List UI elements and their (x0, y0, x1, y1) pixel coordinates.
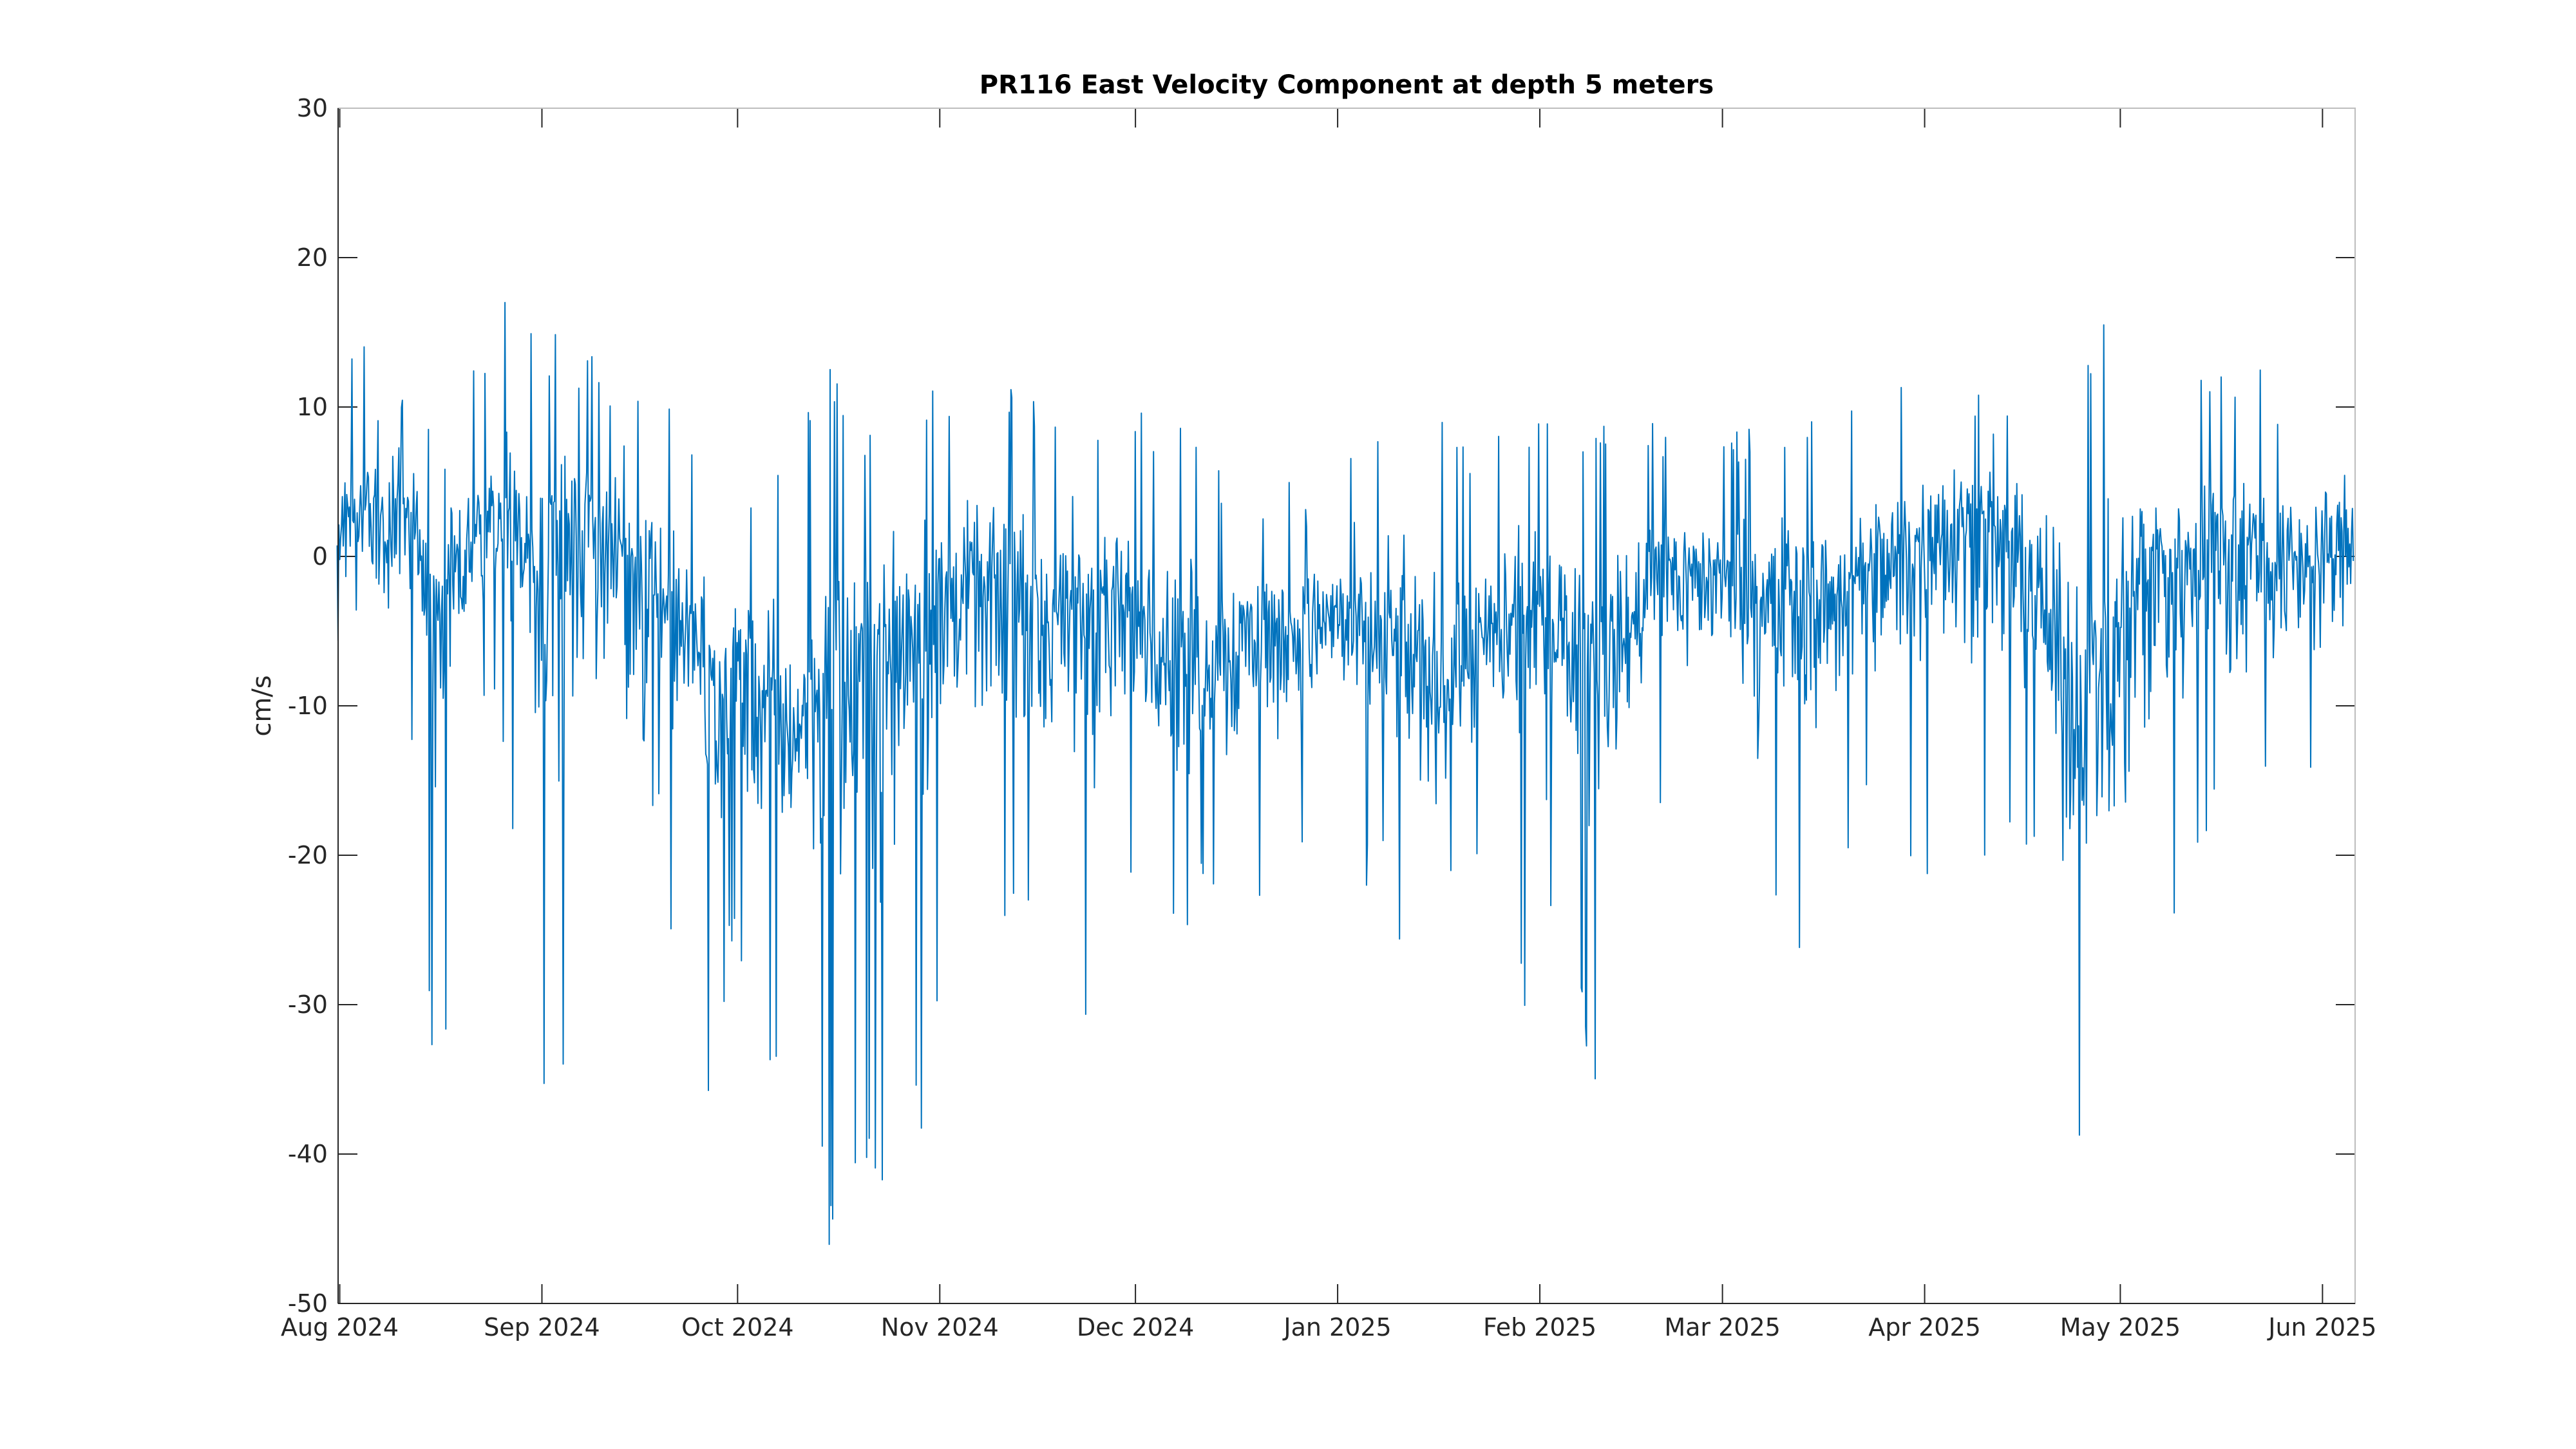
x-tick-label: Sep 2024 (484, 1313, 600, 1341)
x-tick-label: Jun 2025 (2267, 1313, 2376, 1341)
y-tick-label: 10 (297, 393, 328, 421)
x-tick-label: Apr 2025 (1868, 1313, 1981, 1341)
chart-title: PR116 East Velocity Component at depth 5… (980, 70, 1714, 100)
x-tick-label: Dec 2024 (1077, 1313, 1194, 1341)
series-line-east-velocity (336, 301, 2354, 1245)
x-tick-label: Jan 2025 (1282, 1313, 1391, 1341)
x-tick-label: Aug 2024 (281, 1313, 399, 1341)
series-layer (336, 301, 2354, 1245)
y-tick-label: 0 (312, 542, 328, 571)
y-tick-label: -40 (288, 1140, 328, 1168)
y-tick-label: -20 (288, 841, 328, 869)
y-tick-label: -30 (288, 990, 328, 1019)
tick-layer: Aug 2024 Sep 2024 Oct 2024 Nov 2024 Dec 2024… (281, 94, 2376, 1341)
axes-background (338, 108, 2355, 1303)
y-tick-label: -50 (288, 1289, 328, 1318)
x-tick-label: Feb 2025 (1483, 1313, 1596, 1341)
y-tick-label: -10 (288, 692, 328, 720)
x-tick-label: May 2025 (2060, 1313, 2181, 1341)
x-tick-label: Nov 2024 (881, 1313, 999, 1341)
x-tick-label: Mar 2025 (1664, 1313, 1780, 1341)
x-tick-label: Oct 2024 (681, 1313, 794, 1341)
y-axis-label: cm/s (247, 675, 277, 736)
y-tick-label: 20 (297, 243, 328, 272)
y-tick-label: 30 (297, 94, 328, 122)
